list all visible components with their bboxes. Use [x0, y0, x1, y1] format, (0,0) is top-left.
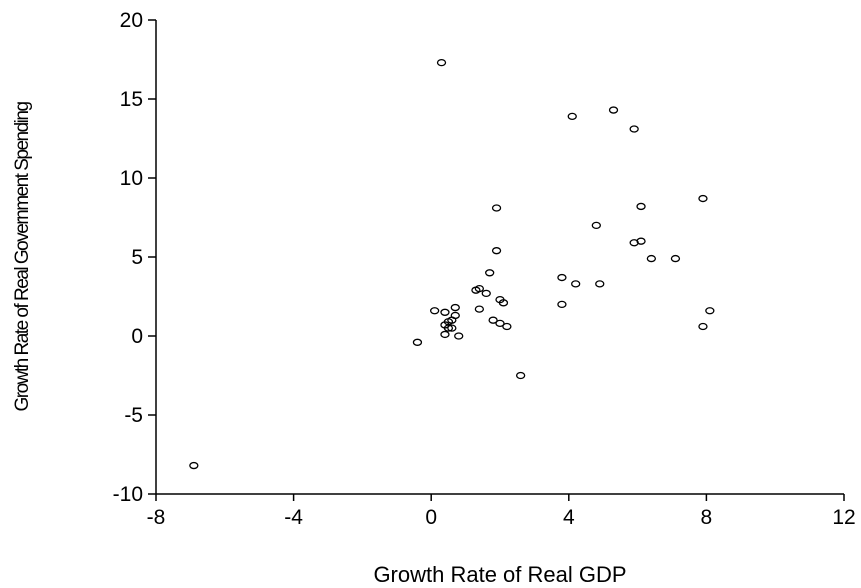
y-tick-label: 5 [131, 246, 143, 269]
data-point [646, 254, 657, 263]
data-point [498, 299, 509, 307]
data-point [557, 273, 567, 282]
data-point [491, 247, 502, 255]
data-point [429, 307, 440, 315]
data-point [488, 316, 498, 324]
data-points [189, 59, 715, 470]
data-point [636, 237, 646, 245]
data-point [485, 269, 495, 277]
y-tick-label: 10 [120, 167, 143, 190]
data-point [443, 324, 454, 332]
data-point [567, 112, 577, 121]
y-tick-label: -10 [113, 483, 143, 506]
data-point [502, 322, 512, 331]
data-point [495, 319, 505, 328]
data-point [454, 332, 464, 340]
data-point [705, 307, 715, 315]
data-point [515, 371, 526, 380]
x-tick-label: 8 [701, 506, 713, 529]
x-tick-label: 4 [563, 506, 575, 529]
x-axis-title: Growth Rate of Real GDP [373, 562, 626, 587]
y-tick-label: 0 [131, 325, 143, 348]
data-point [698, 194, 708, 203]
data-point [481, 289, 491, 297]
data-point [571, 280, 581, 288]
x-tick-label: -4 [284, 506, 303, 529]
data-point [436, 59, 447, 67]
data-point [440, 330, 450, 339]
data-point [670, 254, 681, 263]
data-point [474, 284, 485, 293]
x-tick-label: 12 [832, 506, 855, 529]
data-point [595, 280, 605, 288]
y-tick-label: 15 [120, 88, 143, 111]
data-point [440, 308, 450, 316]
data-point [447, 324, 457, 332]
data-point [450, 303, 460, 312]
data-point [629, 125, 639, 133]
y-tick-label: 20 [120, 9, 143, 32]
y-axis-ticks: -10 -5 0 5 10 15 20 [113, 9, 156, 506]
data-point [474, 305, 485, 313]
data-point [636, 202, 646, 211]
x-tick-label: 0 [425, 506, 437, 529]
data-point [557, 300, 567, 309]
x-axis-ticks: -8 -4 0 4 8 12 [147, 494, 856, 529]
x-tick-label: -8 [147, 506, 166, 529]
y-axis-title: Growth Rate of Real Government Spending [12, 102, 33, 412]
data-point [189, 461, 199, 470]
data-point [698, 322, 708, 331]
data-point [591, 221, 601, 230]
data-point [608, 106, 619, 114]
data-point [491, 204, 502, 212]
plot-axes [155, 20, 844, 495]
data-point [412, 338, 423, 346]
y-tick-label: -5 [124, 404, 143, 427]
